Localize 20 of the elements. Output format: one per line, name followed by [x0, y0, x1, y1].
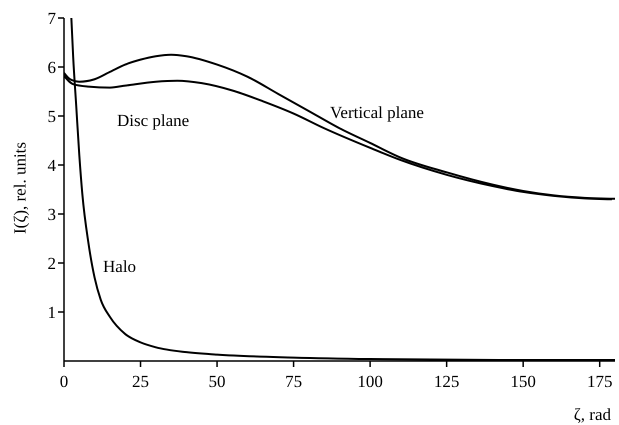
y-tick-label: 5 — [48, 107, 56, 126]
x-tick-label: 50 — [208, 372, 226, 392]
x-tick-label: 75 — [285, 372, 302, 392]
y-tick-label: 4 — [48, 156, 56, 176]
y-tick-label: 3 — [48, 205, 56, 224]
annotation: Vertical plane — [330, 103, 424, 122]
annotation: Halo — [103, 257, 136, 276]
x-tick-label: 175 — [586, 372, 612, 392]
x-tick-label: 150 — [510, 372, 536, 392]
y-axis-title: I(ζ), rel. units — [10, 142, 30, 234]
y-tick-label: 2 — [48, 254, 56, 274]
x-axis-title: ζ, rad — [574, 405, 611, 424]
annotation: Disc plane — [117, 111, 190, 130]
x-tick-label: 0 — [60, 372, 68, 392]
y-tick-label: 6 — [48, 58, 56, 78]
y-tick-label: 1 — [48, 303, 56, 322]
x-tick-label: 100 — [357, 372, 383, 392]
x-tick-label: 125 — [434, 372, 460, 392]
y-tick-label: 7 — [48, 9, 56, 28]
x-tick-label: 25 — [132, 372, 150, 392]
